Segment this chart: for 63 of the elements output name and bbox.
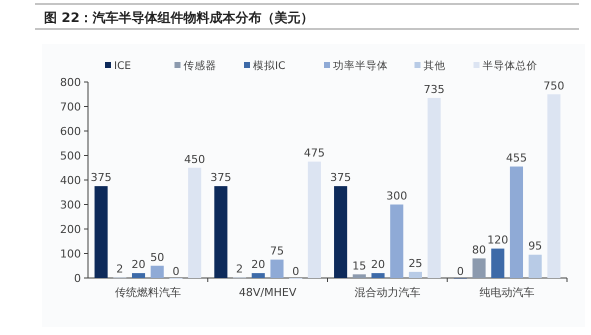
y-tick-label: 500 xyxy=(60,149,81,162)
bar xyxy=(408,272,422,278)
bar xyxy=(472,258,486,278)
x-tick-label: 纯电动汽车 xyxy=(480,286,535,299)
data-label: 375 xyxy=(210,171,232,184)
x-tick-label: 48V/MHEV xyxy=(238,286,297,299)
y-tick-label: 400 xyxy=(60,174,81,187)
bar xyxy=(150,266,164,278)
x-tick-label: 混合动力汽车 xyxy=(354,286,420,299)
data-label: 375 xyxy=(330,171,352,184)
y-tick-label: 700 xyxy=(60,100,81,114)
data-label: 120 xyxy=(487,234,508,247)
bar xyxy=(371,273,385,278)
legend-label: 功率半导体 xyxy=(333,59,388,72)
data-label: 2 xyxy=(236,262,244,276)
legend-label: ICE xyxy=(114,60,132,72)
bar xyxy=(547,94,560,278)
bar xyxy=(252,273,265,278)
y-tick-label: 0 xyxy=(74,272,81,285)
bar xyxy=(528,254,542,278)
legend-label: 模拟IC xyxy=(253,59,286,72)
data-label: 2 xyxy=(116,262,124,276)
data-label: 20 xyxy=(132,258,146,272)
bar xyxy=(491,248,504,278)
data-label: 20 xyxy=(251,258,266,272)
bar xyxy=(308,162,321,278)
data-label: 0 xyxy=(292,265,300,278)
data-label: 95 xyxy=(528,240,542,253)
data-label: 50 xyxy=(150,250,164,264)
chart-title: 图 22：汽车半导体组件物料成本分布（美元） xyxy=(44,10,314,26)
data-label: 20 xyxy=(371,258,386,272)
data-label: 80 xyxy=(472,243,486,256)
data-label: 455 xyxy=(506,152,527,165)
bar xyxy=(390,204,404,278)
bar xyxy=(510,166,524,278)
y-tick-label: 600 xyxy=(60,124,81,138)
bar xyxy=(188,168,202,278)
bar xyxy=(132,273,146,278)
data-label: 750 xyxy=(543,79,564,92)
legend-label: 传感器 xyxy=(184,59,216,72)
bar xyxy=(270,260,284,278)
data-label: 475 xyxy=(304,146,325,160)
data-label: 25 xyxy=(408,256,422,270)
data-label: 15 xyxy=(352,259,366,272)
data-label: 300 xyxy=(386,190,408,202)
bar xyxy=(352,274,366,278)
data-label: 0 xyxy=(456,265,464,278)
y-tick-label: 300 xyxy=(60,198,81,212)
y-tick-label: 100 xyxy=(60,247,81,260)
data-label: 375 xyxy=(90,171,112,184)
y-tick-label: 800 xyxy=(60,76,81,89)
legend-label: 其他 xyxy=(424,59,446,72)
y-tick-label: 200 xyxy=(60,222,81,236)
bar xyxy=(214,186,228,278)
data-label: 450 xyxy=(184,152,206,166)
bar xyxy=(94,186,108,278)
bar xyxy=(334,186,348,278)
bar xyxy=(428,98,441,278)
legend-label: 半导体总价 xyxy=(482,59,538,72)
data-label: 735 xyxy=(424,82,445,96)
data-label: 0 xyxy=(172,265,180,278)
x-tick-label: 传统燃料汽车 xyxy=(114,286,181,299)
data-label: 75 xyxy=(270,244,284,258)
